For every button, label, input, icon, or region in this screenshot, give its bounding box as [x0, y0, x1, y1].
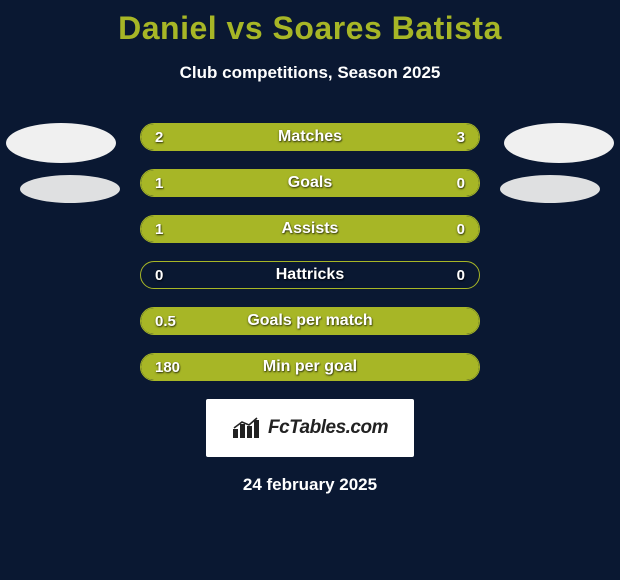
stat-row: 180Min per goal: [140, 353, 480, 381]
stat-row: 23Matches: [140, 123, 480, 151]
chart-zone: 23Matches 10Goals 10Assists 0 0Hattricks 0.5G…: [0, 123, 620, 381]
player2-name: Soares Batista: [273, 10, 502, 46]
vs-text: vs: [227, 10, 264, 46]
infographic-root: Daniel vs Soares Batista Club competitio…: [0, 0, 620, 580]
stat-fill-left: [141, 170, 405, 196]
player2-avatar-shadow: [500, 175, 600, 203]
date-text: 24 february 2025: [0, 475, 620, 495]
stat-row: 10Goals: [140, 169, 480, 197]
brand-badge: FcTables.com: [206, 399, 414, 457]
player1-avatar: [6, 123, 116, 163]
stat-label: Hattricks: [141, 262, 479, 288]
stat-row: 0.5Goals per match: [140, 307, 480, 335]
player2-avatar: [504, 123, 614, 163]
stat-fill-right: [405, 170, 479, 196]
subtitle: Club competitions, Season 2025: [0, 63, 620, 83]
stat-row: 0 0Hattricks: [140, 261, 480, 289]
stat-fill-right: [405, 216, 479, 242]
stat-fill-left: [141, 354, 479, 380]
stat-fill-right: [276, 124, 479, 150]
brand-chart-icon: [232, 417, 262, 439]
stat-fill-left: [141, 308, 479, 334]
stat-value-right: 0: [457, 262, 465, 288]
brand-text: FcTables.com: [268, 417, 388, 439]
stat-bars: 23Matches 10Goals 10Assists 0 0Hattricks 0.5G…: [140, 123, 480, 381]
player1-avatar-shadow: [20, 175, 120, 203]
player1-name: Daniel: [118, 10, 217, 46]
page-title: Daniel vs Soares Batista: [0, 10, 620, 47]
stat-fill-left: [141, 216, 405, 242]
stat-fill-left: [141, 124, 276, 150]
stat-row: 10Assists: [140, 215, 480, 243]
stat-value-left: 0: [155, 262, 163, 288]
